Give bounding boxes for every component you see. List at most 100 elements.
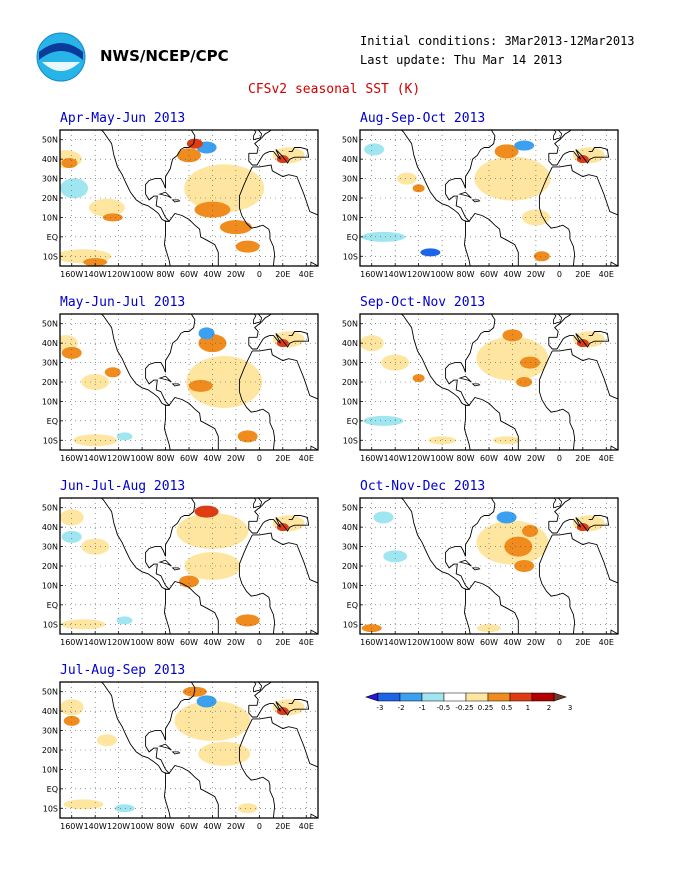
lon-label: 60W [480,270,498,279]
lon-label: 100W [430,638,453,647]
lon-label: 0 [557,270,562,279]
colorbar-label: -3 [377,704,384,712]
lat-label: 10S [343,252,358,261]
lon-label: 60W [180,454,198,463]
sst-anomaly-patch [196,695,217,708]
lon-label: 100W [130,270,153,279]
lon-label: 20W [527,454,545,463]
sst-anomaly-patch [237,430,258,443]
colorbar-label: -0.25 [455,704,473,712]
lon-label: 160W [360,270,383,279]
sst-anomaly-patch [114,804,135,813]
lat-label: 40N [42,339,58,348]
lon-label: 40W [503,454,521,463]
lon-label: 160W [60,638,83,647]
lat-label: 10N [42,397,58,406]
lat-label: 10S [343,620,358,629]
lon-label: 20W [227,638,245,647]
lon-label: 120W [107,822,130,831]
sst-anomaly-patch [476,336,549,381]
sst-anomaly-patch [219,220,252,235]
lat-label: 10S [343,436,358,445]
lon-label: 140W [84,638,107,647]
lon-label: 100W [430,270,453,279]
sst-anomaly-patch [496,511,517,524]
sst-anomaly-patch [188,379,213,392]
lat-label: 20N [342,194,358,203]
lon-label: 140W [384,638,407,647]
lat-label: 50N [42,320,58,329]
sst-anomaly-patch [516,377,533,387]
main-title: CFSv2 seasonal SST (K) [248,82,421,97]
lat-label: 10N [342,581,358,590]
colorbar-swatch [487,692,511,702]
lon-label: 20E [275,638,290,647]
lat-label: 10S [43,436,58,445]
lat-label: 20N [342,378,358,387]
lon-label: 40W [203,822,221,831]
sst-anomaly-patch [198,327,215,340]
panel-title-7: Jul-Aug-Sep 2013 [60,663,186,678]
lon-label: 120W [407,638,430,647]
lon-label: 0 [257,822,262,831]
sst-anomaly-patch [63,715,80,726]
lon-label: 0 [257,454,262,463]
sst-anomaly-patch [235,240,260,253]
sst-anomaly-patch [184,164,265,213]
lon-label: 20W [527,270,545,279]
lat-label: 20N [42,194,58,203]
lon-label: 120W [107,454,130,463]
lon-label: 60W [480,638,498,647]
lon-label: 60W [180,822,198,831]
lat-label: 20N [42,746,58,755]
panel-title-6: Oct-Nov-Dec 2013 [360,479,486,494]
sst-anomaly-patch [116,432,133,441]
colorbar-label: 0.25 [478,704,494,712]
last-update: Last update: Thu Mar 14 2013 [360,53,563,67]
lon-label: 160W [360,638,383,647]
lat-label: EQ [47,601,58,610]
lon-label: 20E [275,822,290,831]
sst-anomaly-patch [61,346,82,359]
lon-label: 140W [84,822,107,831]
sst-anomaly-patch [492,436,521,445]
lat-label: 30N [42,359,58,368]
sst-anomaly-patch [194,201,231,218]
lat-label: 10S [43,620,58,629]
sst-anomaly-patch [428,436,457,445]
lat-label: 30N [342,543,358,552]
lat-label: 40N [42,707,58,716]
lon-label: 20E [275,270,290,279]
sst-anomaly-patch [61,530,82,543]
lat-label: 10N [42,765,58,774]
sst-anomaly-patch [474,156,551,201]
lat-label: 30N [342,175,358,184]
sst-colorbar: -3 -2 -1 -0.5 -0.25 0.25 0.5 1 2 3 [365,692,572,712]
colorbar-arrow-low [365,692,379,702]
lon-label: 40E [299,454,314,463]
lon-label: 140W [84,454,107,463]
sst-anomaly-patch [502,329,523,342]
lat-label: 10N [42,581,58,590]
sst-anomaly-patch [396,172,417,185]
lat-label: 40N [42,155,58,164]
lon-label: 40W [503,638,521,647]
sst-anomaly-patch [360,335,384,352]
lat-label: 10N [42,213,58,222]
lon-label: 20E [575,270,590,279]
lon-label: 120W [107,638,130,647]
colorbar-swatch [531,692,555,702]
colorbar-swatch [509,692,533,702]
lat-label: EQ [347,233,358,242]
lon-label: 40W [203,638,221,647]
sst-anomaly-patch [60,509,84,526]
lon-label: 80W [156,638,174,647]
initial-conditions: Initial conditions: 3Mar2013-12Mar2013 [360,34,635,48]
colorbar-label: 1 [526,704,530,712]
sst-anomaly-patch [504,536,533,557]
lon-label: 120W [407,270,430,279]
lon-label: 40E [299,270,314,279]
